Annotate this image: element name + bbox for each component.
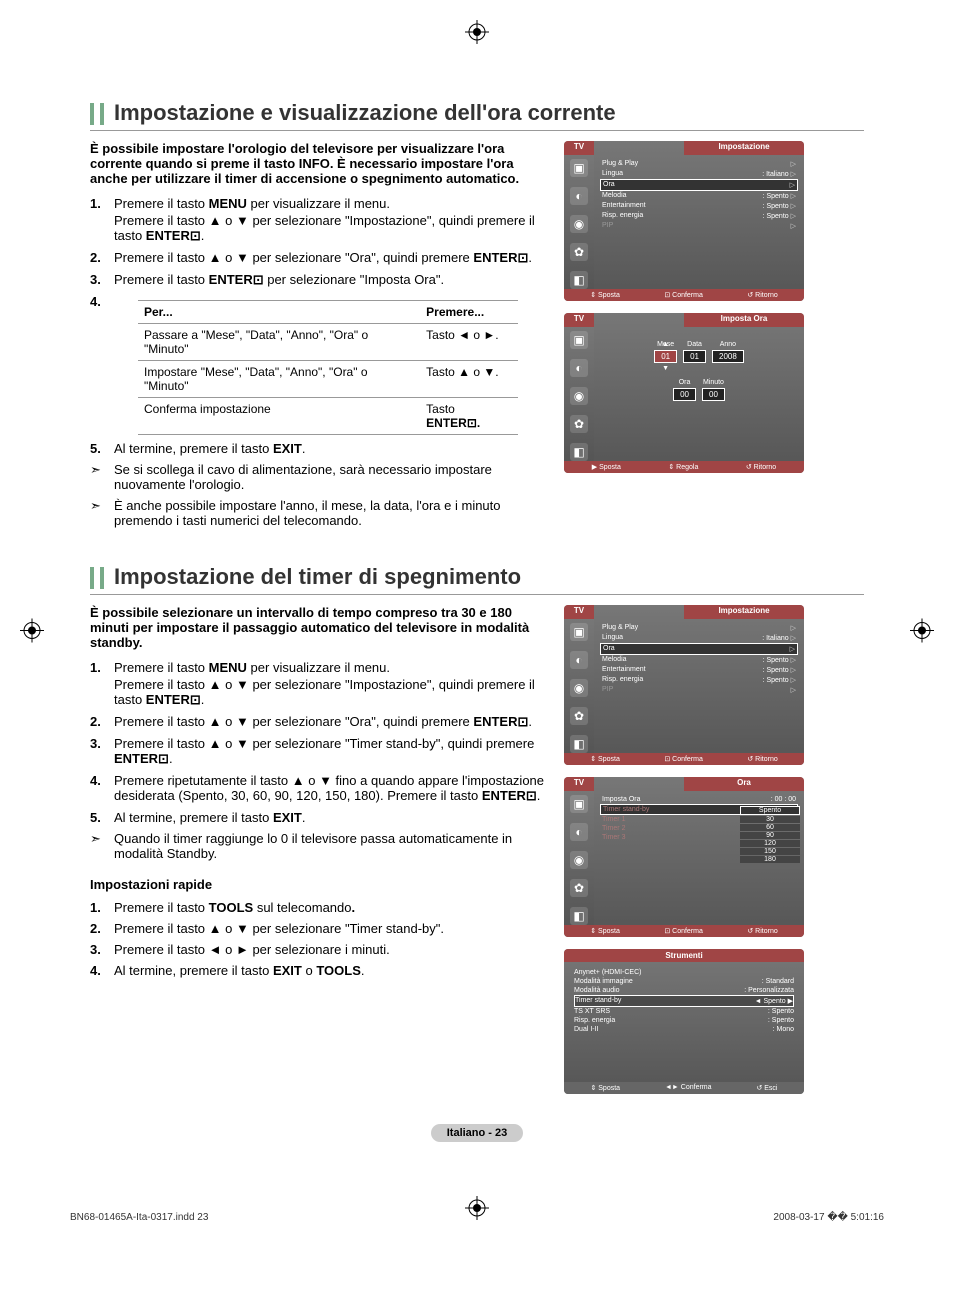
s2-step4: Premere ripetutamente il tasto ▲ o ▼ fin…: [114, 773, 550, 804]
tv-impostazione-panel-2: TVImpostazione ▣◐◉✿◧ Plug & Play▷ Lingua…: [564, 605, 804, 765]
registration-mark-top: [465, 20, 489, 47]
q-step1: Premere il tasto TOOLS sul telecomando.: [114, 900, 550, 915]
s1-note1: Se si scollega il cavo di alimentazione,…: [90, 462, 550, 492]
s2-step3: Premere il tasto ▲ o ▼ per selezionare "…: [114, 736, 550, 767]
tv-impostazione-panel: TVImpostazione ▣ ◐ ◉ ✿ ◧ Plug & Play▷ Li…: [564, 141, 804, 301]
s1-step2: Premere il tasto ▲ o ▼ per selezionare "…: [114, 250, 550, 266]
tv-imposta-ora-panel: TVImposta Ora ▣◐◉✿◧ Mese01 Data01 Anno20…: [564, 313, 804, 473]
q-step2: Premere il tasto ▲ o ▼ per selezionare "…: [114, 921, 550, 936]
per-table: Per...Premere... Passare a "Mese", "Data…: [138, 300, 518, 435]
q-step4: Al termine, premere il tasto EXIT o TOOL…: [114, 963, 550, 978]
section1-title: Impostazione e visualizzazione dell'ora …: [90, 100, 864, 131]
registration-mark-bottom: [465, 1196, 489, 1223]
s1-note2: È anche possibile impostare l'anno, il m…: [90, 498, 550, 528]
section2-intro: È possibile selezionare un intervallo di…: [90, 605, 530, 650]
input-icon: ◧: [570, 271, 588, 289]
s1-step3: Premere il tasto ENTER⊡ per selezionare …: [114, 272, 550, 288]
registration-mark-left: [20, 618, 44, 645]
s1-step1: Premere il tasto MENU per visualizzare i…: [114, 196, 550, 244]
setup-icon: ✿: [570, 243, 588, 261]
section2-title: Impostazione del timer di spegnimento: [90, 564, 864, 595]
sound-icon: ◐: [570, 187, 588, 205]
section1-intro: È possibile impostare l'orologio del tel…: [90, 141, 530, 186]
page-label: Italiano - 23: [431, 1124, 524, 1142]
s1-step5: Al termine, premere il tasto EXIT.: [114, 441, 550, 456]
s2-note1: Quando il timer raggiunge lo 0 il televi…: [90, 831, 550, 861]
registration-mark-right: [910, 618, 934, 645]
quick-settings-title: Impostazioni rapide: [90, 877, 550, 892]
s2-step1: Premere il tasto MENU per visualizzare i…: [114, 660, 550, 708]
s2-step2: Premere il tasto ▲ o ▼ per selezionare "…: [114, 714, 550, 730]
channel-icon: ◉: [570, 215, 588, 233]
strumenti-panel: Strumenti Anynet+ (HDMI-CEC) Modalità im…: [564, 949, 804, 1094]
q-step3: Premere il tasto ◄ o ► per selezionare i…: [114, 942, 550, 957]
s2-step5: Al termine, premere il tasto EXIT.: [114, 810, 550, 825]
picture-icon: ▣: [570, 159, 588, 177]
tv-ora-panel: TVOra ▣◐◉✿◧ Imposta Ora: 00 : 00 Timer s…: [564, 777, 804, 937]
